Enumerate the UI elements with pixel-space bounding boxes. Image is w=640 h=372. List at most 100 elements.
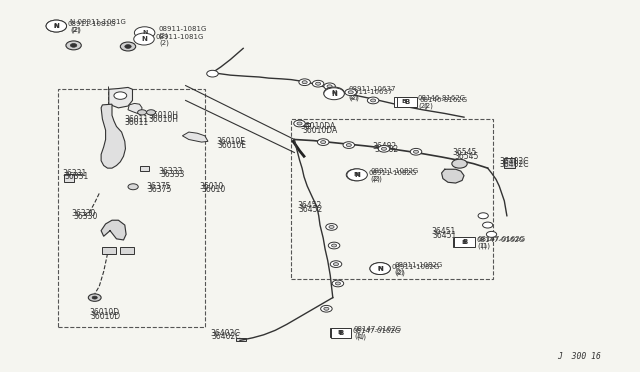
Text: 36010E: 36010E bbox=[216, 137, 245, 146]
Circle shape bbox=[348, 91, 353, 94]
Text: B: B bbox=[404, 99, 410, 105]
Text: N: N bbox=[142, 30, 147, 35]
Text: (2): (2) bbox=[349, 94, 359, 101]
Circle shape bbox=[335, 282, 340, 285]
Circle shape bbox=[134, 33, 154, 45]
Circle shape bbox=[413, 150, 419, 153]
Circle shape bbox=[46, 20, 67, 32]
Circle shape bbox=[92, 296, 97, 299]
Text: 36402C: 36402C bbox=[210, 329, 239, 338]
Circle shape bbox=[297, 122, 302, 125]
Text: 36482: 36482 bbox=[372, 142, 397, 151]
Text: 08146-8162G: 08146-8162G bbox=[419, 97, 467, 103]
Bar bbox=[291, 119, 493, 279]
Polygon shape bbox=[101, 104, 125, 168]
Circle shape bbox=[134, 27, 155, 39]
Bar bbox=[454, 237, 475, 247]
Text: 08911-1081G: 08911-1081G bbox=[156, 34, 204, 40]
Circle shape bbox=[332, 280, 344, 287]
Text: 36010H: 36010H bbox=[148, 115, 179, 124]
Text: 36545: 36545 bbox=[454, 152, 479, 161]
Circle shape bbox=[333, 263, 339, 266]
Text: (2): (2) bbox=[396, 269, 405, 276]
Circle shape bbox=[332, 244, 337, 247]
Circle shape bbox=[46, 20, 67, 32]
Circle shape bbox=[486, 231, 497, 237]
Bar bbox=[64, 174, 74, 182]
Text: 36010D: 36010D bbox=[91, 312, 121, 321]
Text: 36333: 36333 bbox=[160, 170, 184, 179]
Text: B: B bbox=[339, 330, 344, 336]
Text: 36333: 36333 bbox=[159, 167, 183, 176]
Circle shape bbox=[324, 88, 344, 100]
Circle shape bbox=[483, 222, 493, 228]
Text: 36452: 36452 bbox=[297, 201, 321, 210]
Text: N: N bbox=[332, 90, 337, 96]
Text: (1): (1) bbox=[356, 333, 367, 340]
Text: (2): (2) bbox=[159, 39, 169, 46]
Circle shape bbox=[330, 261, 342, 267]
Circle shape bbox=[452, 159, 467, 168]
Circle shape bbox=[299, 79, 310, 86]
Circle shape bbox=[347, 169, 367, 181]
Bar bbox=[453, 238, 474, 247]
Circle shape bbox=[328, 242, 340, 249]
Bar bbox=[236, 338, 246, 341]
Text: 36010DA: 36010DA bbox=[302, 126, 337, 135]
Text: 36010: 36010 bbox=[202, 185, 226, 194]
Circle shape bbox=[70, 44, 77, 47]
Text: 36011: 36011 bbox=[125, 118, 149, 126]
Circle shape bbox=[147, 110, 156, 115]
Text: 36402C: 36402C bbox=[499, 157, 529, 166]
Text: 08147-0162G: 08147-0162G bbox=[353, 328, 401, 334]
Text: (2): (2) bbox=[72, 26, 81, 33]
Circle shape bbox=[371, 99, 376, 102]
Text: 36010DA: 36010DA bbox=[301, 122, 336, 131]
Circle shape bbox=[120, 42, 136, 51]
Polygon shape bbox=[101, 220, 126, 240]
Bar bbox=[102, 247, 116, 254]
Polygon shape bbox=[182, 132, 208, 142]
Circle shape bbox=[114, 92, 127, 99]
Circle shape bbox=[88, 294, 101, 301]
Bar bbox=[331, 328, 351, 338]
Circle shape bbox=[345, 89, 356, 96]
Bar bbox=[120, 247, 134, 254]
Circle shape bbox=[128, 184, 138, 190]
Text: 36330: 36330 bbox=[72, 209, 96, 218]
Text: 08911-1082G: 08911-1082G bbox=[392, 264, 440, 270]
Circle shape bbox=[478, 213, 488, 219]
Text: 08911-1081G
(2): 08911-1081G (2) bbox=[159, 26, 207, 39]
Text: N: N bbox=[354, 172, 360, 178]
Polygon shape bbox=[442, 169, 464, 183]
Circle shape bbox=[125, 45, 131, 48]
Bar bbox=[58, 89, 205, 327]
Text: 36331: 36331 bbox=[64, 172, 88, 181]
Text: N: N bbox=[354, 172, 359, 177]
Bar bbox=[330, 328, 350, 337]
Circle shape bbox=[378, 145, 390, 152]
Text: 08147-0162G
(1): 08147-0162G (1) bbox=[354, 326, 402, 339]
Circle shape bbox=[324, 87, 344, 99]
Bar bbox=[394, 97, 414, 107]
Text: B: B bbox=[401, 99, 406, 105]
Circle shape bbox=[367, 97, 379, 104]
Circle shape bbox=[329, 225, 334, 228]
Text: B: B bbox=[462, 239, 467, 245]
Text: B: B bbox=[337, 330, 342, 335]
Text: J  300 16: J 300 16 bbox=[557, 352, 601, 361]
Circle shape bbox=[321, 141, 326, 144]
Text: 08911-1082G
(2): 08911-1082G (2) bbox=[394, 262, 442, 275]
Text: 36010H: 36010H bbox=[148, 111, 179, 120]
Polygon shape bbox=[140, 166, 149, 171]
Text: N: N bbox=[331, 91, 337, 97]
Text: N: N bbox=[53, 23, 60, 29]
Polygon shape bbox=[109, 87, 132, 108]
Circle shape bbox=[294, 120, 305, 127]
Text: 08147-0162G
(1): 08147-0162G (1) bbox=[477, 236, 525, 249]
Text: N: N bbox=[54, 23, 59, 29]
Polygon shape bbox=[128, 103, 142, 113]
Text: 08146-8162G
(2): 08146-8162G (2) bbox=[418, 95, 466, 109]
Circle shape bbox=[317, 139, 329, 145]
Text: 08911-1081G: 08911-1081G bbox=[68, 21, 116, 27]
